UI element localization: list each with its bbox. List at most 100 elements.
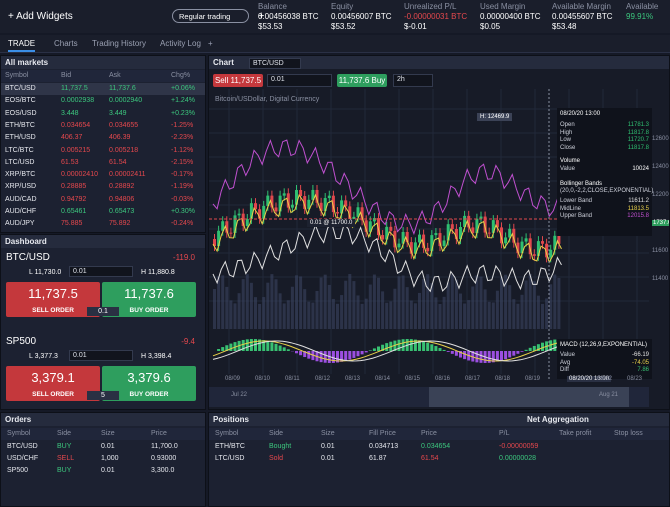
qty-input[interactable]: 0.01 <box>69 350 133 361</box>
candle <box>405 231 409 243</box>
cell: Sold <box>269 455 284 462</box>
symbol: XRP/BTC <box>5 171 36 179</box>
macd-bar <box>385 343 389 351</box>
cell: 0.034713 <box>369 443 399 450</box>
price-tick-label: 1737.6 <box>652 220 669 226</box>
position-row[interactable]: LTC/USD Sold 0.01 61.87 61.54 0.00000028 <box>209 453 669 465</box>
macd-bar <box>553 339 557 351</box>
add-widgets[interactable]: + Add Widgets <box>8 11 73 22</box>
macd-bar <box>463 351 467 360</box>
bid: 0.034654 <box>61 121 91 129</box>
candle <box>467 215 471 228</box>
ask: 75.892 <box>109 220 131 228</box>
macd-bar <box>295 351 298 354</box>
description: Bitcoin/USDollar, Digital Currency <box>215 96 320 103</box>
order-row[interactable]: SP500 BUY 0.01 3,300.0 <box>1 465 205 477</box>
buy-label: BUY ORDER <box>129 307 169 314</box>
candle <box>557 235 561 244</box>
date-tick-label: 08/17 <box>465 376 481 382</box>
market-row[interactable]: AUD/JPY 75.885 75.892 -0.24% <box>1 218 205 230</box>
qty-input[interactable]: 0.01 <box>69 266 133 277</box>
tab[interactable]: Trading History <box>92 39 146 48</box>
market-row[interactable]: XRP/BTC 0.00002410 0.00002411 -0.17% <box>1 169 205 181</box>
macd-bar <box>549 340 553 351</box>
candle <box>430 235 434 252</box>
volume-bar <box>541 303 544 329</box>
candle <box>532 254 536 256</box>
info-label: Low <box>560 137 572 143</box>
sell-label: SELL ORDER <box>32 391 74 398</box>
cell: ETH/BTC <box>215 443 245 450</box>
sell-button[interactable]: 3,379.1 SELL ORDER <box>6 366 100 401</box>
chart-canvas <box>209 89 649 407</box>
price-tick-label: 11400 <box>652 276 669 282</box>
volume-bar <box>438 303 442 329</box>
sell-button[interactable]: 11,737.5 SELL ORDER <box>6 282 100 317</box>
position-row[interactable]: ETH/BTC Bought 0.01 0.034713 0.034654 -0.0000… <box>209 441 669 453</box>
indicator-line <box>212 139 562 236</box>
tab[interactable]: Charts <box>54 39 78 48</box>
market-row[interactable]: BTC/USD 11,737.5 11,737.6 +0.06% <box>1 83 205 95</box>
order-row[interactable]: BTC/USD BUY 0.01 11,700.0 <box>1 441 205 453</box>
macd-bar <box>233 342 237 351</box>
volume-bar <box>442 296 446 329</box>
interval-select[interactable]: 2h <box>393 74 433 87</box>
info-label: Lower Band <box>560 198 593 204</box>
panel-header: Dashboard <box>1 235 205 248</box>
aggregation-toggle[interactable]: Net Aggregation <box>527 415 589 424</box>
info-label: Upper Band <box>560 213 593 219</box>
macd-bar <box>524 349 528 351</box>
macd-bar <box>491 351 495 363</box>
cell: BTC/USD <box>7 443 38 450</box>
market-row[interactable]: AUD/CHF 0.65461 0.65473 +0.30% <box>1 206 205 218</box>
volume-bar <box>266 282 270 329</box>
ask: 3.449 <box>109 109 127 117</box>
info-label: High <box>560 129 573 136</box>
volume-bar <box>483 289 487 329</box>
market-row[interactable]: LTC/USD 61.53 61.54 -2.15% <box>1 157 205 169</box>
qty-input[interactable]: 0.01 <box>267 74 332 87</box>
tab[interactable]: TRADE <box>8 39 36 52</box>
buy-button[interactable]: 11,737.6 Buy <box>337 74 387 87</box>
candle <box>385 226 389 240</box>
cell: 0.01 <box>101 443 115 450</box>
sell-price: 11,737.5 <box>28 286 78 301</box>
order-row[interactable]: USD/CHF SELL 1,000 0.93000 <box>1 453 205 465</box>
stat-value: 0.00455607 BTC <box>552 12 613 21</box>
symbol-input[interactable]: BTC/USD <box>249 58 301 69</box>
sell-button[interactable]: Sell 11,737.5 <box>213 74 263 87</box>
market-row[interactable]: AUD/CAD 0.94792 0.94806 -0.03% <box>1 194 205 206</box>
macd-bar <box>356 351 360 357</box>
mode-select[interactable]: Regular trading <box>172 9 249 23</box>
market-row[interactable]: LTC/BTC 0.005215 0.005218 -1.12% <box>1 145 205 157</box>
market-row[interactable]: EOS/BTC 0.0002938 0.0002940 +1.24% <box>1 95 205 107</box>
stat-value: 0.00000400 BTC <box>480 12 541 21</box>
macd-bar <box>336 351 339 363</box>
column-header: Chg% <box>171 72 191 79</box>
low: L 11,730.0 <box>29 269 62 276</box>
plus[interactable]: + <box>258 10 265 22</box>
tab[interactable]: Activity Log <box>160 39 201 48</box>
volume-bar <box>401 275 405 329</box>
volume-bar <box>270 274 274 329</box>
macd-bar <box>528 347 532 351</box>
volume-bar <box>536 295 540 329</box>
macd-bar <box>471 351 475 362</box>
bid: 0.005215 <box>61 146 91 154</box>
market-row[interactable]: ETH/USD 406.37 406.39 -2.23% <box>1 132 205 144</box>
volume-bar <box>454 279 458 329</box>
market-row[interactable]: XRP/USD 0.28885 0.28892 -1.19% <box>1 181 205 193</box>
volume-bar <box>553 274 557 329</box>
volume-bar <box>479 276 483 329</box>
info-value: -74.05 <box>631 359 649 366</box>
cell: BUY <box>57 443 72 450</box>
market-row[interactable]: ETH/BTC 0.034654 0.034655 -1.25% <box>1 120 205 132</box>
tab[interactable]: + <box>208 39 213 48</box>
market-row[interactable]: EOS/USD 3.448 3.449 +0.23% <box>1 108 205 120</box>
candle <box>459 227 462 240</box>
volume-bar <box>450 274 454 329</box>
candle <box>290 204 294 208</box>
cell: 0.01 <box>101 467 115 474</box>
stat-sub: $-0.01 <box>404 22 427 31</box>
bid: 0.65461 <box>61 208 87 215</box>
